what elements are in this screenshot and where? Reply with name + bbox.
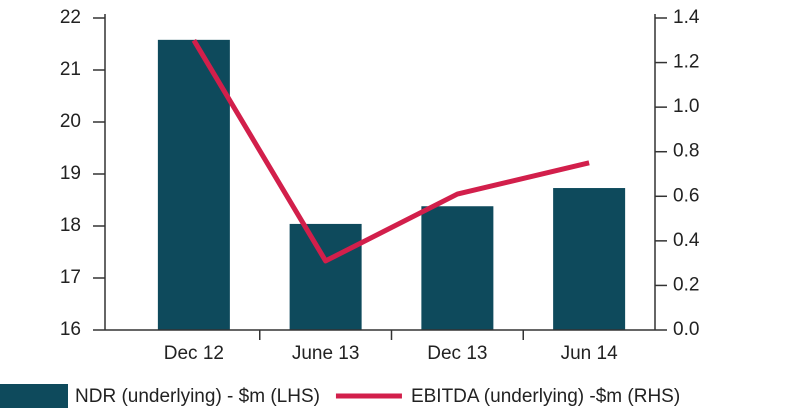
line <box>191 39 590 264</box>
y-tick-label: 21 <box>60 59 81 80</box>
y2-tick-label: 1.4 <box>673 7 700 28</box>
bar <box>421 206 494 330</box>
y-tick-label: 22 <box>60 7 81 28</box>
x-tick-label: Jun 14 <box>561 343 618 364</box>
x-tick-label: June 13 <box>292 343 360 364</box>
x-tick-label: Dec 13 <box>427 343 487 364</box>
bar <box>553 188 626 330</box>
y2-tick-label: 0.8 <box>673 141 699 162</box>
legend-swatch <box>0 384 68 408</box>
y2-tick-label: 0.4 <box>673 230 700 251</box>
bar <box>289 223 362 330</box>
legend-label: NDR (underlying) - $m (LHS) <box>75 386 320 407</box>
y-tick-label: 19 <box>60 163 81 184</box>
y2-tick-label: 0.6 <box>673 185 699 206</box>
bar <box>157 39 230 331</box>
y-tick-label: 17 <box>60 267 81 288</box>
y-tick-label: 20 <box>60 111 81 132</box>
legend-label: EBITDA (underlying) -$m (RHS) <box>411 386 680 407</box>
y2-tick-label: 0.0 <box>673 319 699 340</box>
y-tick-label: 18 <box>60 215 81 236</box>
x-tick-label: Dec 12 <box>164 343 224 364</box>
y-tick-label: 16 <box>60 319 81 340</box>
y2-tick-label: 1.2 <box>673 52 699 73</box>
y2-tick-label: 0.2 <box>673 274 699 295</box>
y2-tick-label: 1.0 <box>673 96 699 117</box>
